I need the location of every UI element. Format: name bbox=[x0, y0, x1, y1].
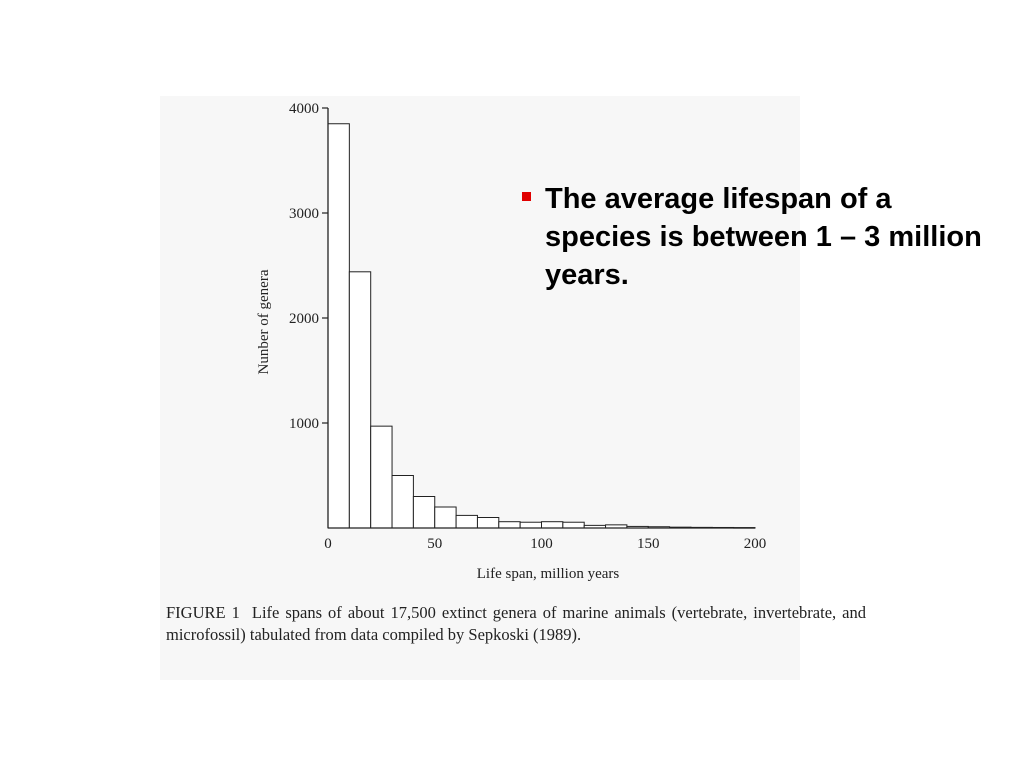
figure-background bbox=[160, 96, 800, 680]
x-tick-label: 150 bbox=[637, 536, 660, 552]
x-tick-label: 100 bbox=[530, 536, 553, 552]
y-tick-label: 3000 bbox=[289, 206, 319, 222]
y-tick-label: 2000 bbox=[289, 311, 319, 327]
ticks-group: 1000 2000 3000 4000 0 50 100 150 200 bbox=[289, 101, 766, 552]
histogram-bar-8 bbox=[498, 521, 521, 529]
histogram-bar-3 bbox=[391, 475, 414, 529]
y-axis-label: Nunber of genera bbox=[256, 269, 272, 374]
x-tick-label: 200 bbox=[744, 536, 767, 552]
histogram-bar-10 bbox=[541, 521, 564, 529]
y-tick-label: 4000 bbox=[289, 101, 319, 117]
figure-caption: FIGURE 1 Life spans of about 17,500 exti… bbox=[166, 602, 866, 646]
bullet-point: The average lifespan of a species is bet… bbox=[522, 180, 982, 294]
figure-caption-label: FIGURE 1 bbox=[166, 603, 240, 622]
histogram-bar-1 bbox=[348, 271, 372, 529]
x-tick-label: 50 bbox=[427, 536, 442, 552]
histogram-bar-9 bbox=[519, 521, 543, 529]
figure-caption-text: Life spans of about 17,500 extinct gener… bbox=[166, 603, 866, 644]
histogram-bar-4 bbox=[412, 496, 436, 529]
histogram-bar-5 bbox=[434, 506, 457, 529]
x-axis-label: Life span, million years bbox=[477, 566, 620, 582]
square-bullet-icon bbox=[522, 192, 531, 201]
histogram-bar-7 bbox=[476, 517, 500, 529]
histogram-bar-2 bbox=[370, 425, 393, 529]
histogram-bar-11 bbox=[562, 521, 585, 529]
histogram-bar-6 bbox=[455, 514, 478, 529]
bullet-text: The average lifespan of a species is bet… bbox=[545, 183, 982, 291]
bars-group bbox=[327, 123, 756, 529]
x-tick-label: 0 bbox=[324, 536, 332, 552]
histogram-bar-0 bbox=[327, 123, 350, 529]
y-tick-label: 1000 bbox=[289, 416, 319, 432]
